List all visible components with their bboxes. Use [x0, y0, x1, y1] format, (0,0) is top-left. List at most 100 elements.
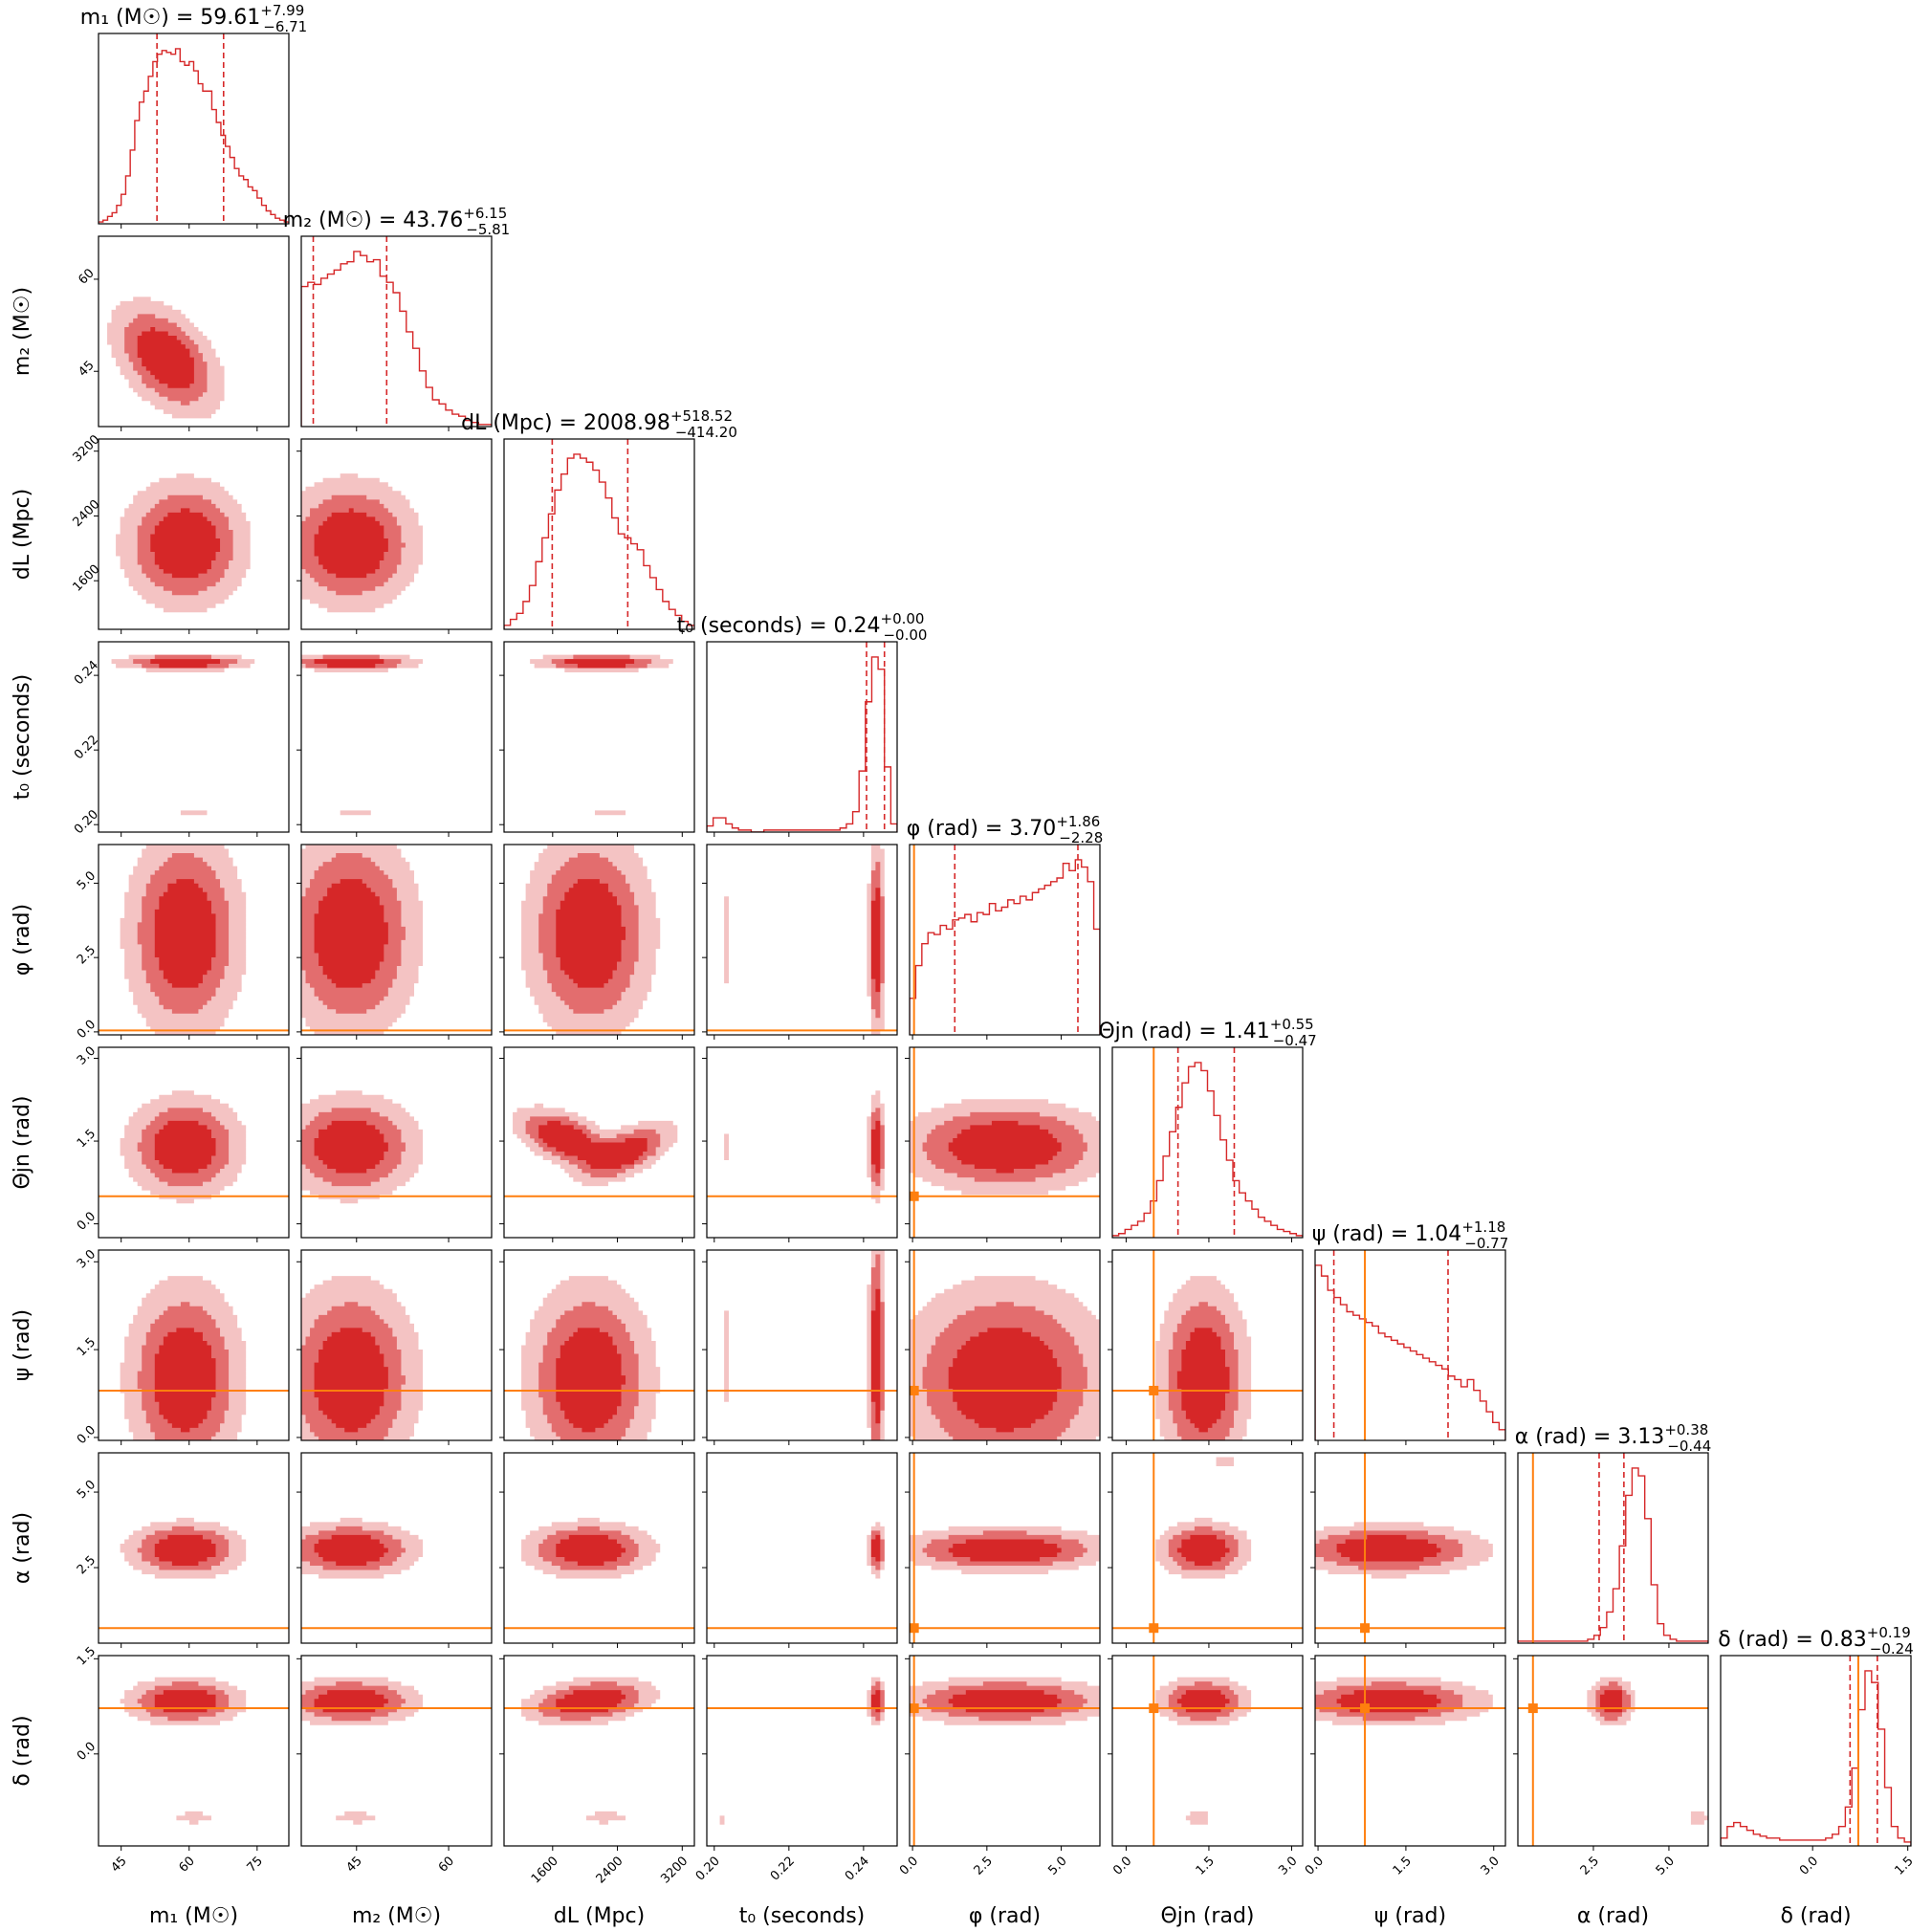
x-axis-label-0: m₁ (M☉) [149, 1904, 238, 1928]
truth-marker-8-5 [1149, 1703, 1159, 1714]
panel-frame-3-3 [706, 641, 898, 833]
y-axis-label-3: t₀ (seconds) [11, 674, 34, 801]
histogram-3 [707, 656, 897, 832]
pair-panel-4-1 [296, 844, 493, 1040]
pair-panel-2-1 [296, 438, 493, 634]
panel-frame-8-7 [1517, 1655, 1709, 1847]
x-tick-label-7-0: 2.5 [1578, 1854, 1602, 1877]
panel-frame-4-0 [98, 844, 290, 1036]
panel-frame-0-0 [98, 33, 290, 225]
panel-frame-6-3 [706, 1249, 898, 1441]
histogram-2 [504, 453, 694, 629]
density-level-0-5-3 [724, 1090, 885, 1204]
y-tick-label-1-1: 60 [76, 266, 97, 287]
panel-frame-8-0 [98, 1655, 290, 1847]
x-tick-label-4-2: 5.0 [1045, 1854, 1069, 1877]
pair-panel-8-4: 0.0 2.5 5.0 [897, 1655, 1101, 1878]
x-tick-label-0-1: 60 [177, 1854, 198, 1875]
truth-marker-8-4 [910, 1703, 919, 1714]
panel-frame-8-5 [1111, 1655, 1304, 1847]
panel-title-0: m₁ (M☉) = 59.61+7.99 −6.71 [80, 2, 307, 35]
histogram-8 [1721, 1670, 1911, 1846]
panel-frame-8-1 [300, 1655, 493, 1847]
panel-frame-8-8 [1720, 1655, 1912, 1847]
x-tick-label-3-0: 0.20 [693, 1854, 723, 1883]
x-tick-label-2-1: 2400 [594, 1854, 626, 1886]
pair-panel-7-3 [702, 1452, 898, 1648]
pair-panel-6-4 [905, 1249, 1101, 1445]
panel-frame-5-4 [909, 1046, 1101, 1239]
density-level-2-5-2 [538, 1120, 648, 1170]
x-axis-label-1: m₂ (M☉) [352, 1904, 441, 1928]
truth-marker-6-4 [910, 1385, 919, 1395]
density-level-2-8-1 [314, 1690, 388, 1713]
panel-frame-4-2 [503, 844, 695, 1036]
hist-panel-2: dL (Mpc) = 2008.98+518.52 −414.20 [461, 407, 737, 634]
histogram-4 [910, 859, 1100, 1035]
density-level-2-7-2 [556, 1534, 626, 1566]
histogram-0 [99, 48, 289, 224]
density-level-2-6-4 [948, 1328, 1062, 1433]
panel-frame-8-6 [1314, 1655, 1506, 1847]
truth-marker-5-4 [910, 1191, 919, 1201]
pair-panel-6-1 [296, 1249, 493, 1445]
pair-panel-4-0: 0.0 2.5 5.0 [75, 844, 290, 1042]
panel-frame-2-1 [300, 438, 493, 630]
y-tick-label-5-2: 3.0 [75, 1043, 99, 1067]
x-axis-label-7: α (rad) [1577, 1904, 1649, 1928]
panel-frame-7-5 [1111, 1452, 1304, 1644]
pair-panel-7-2 [499, 1452, 695, 1648]
y-tick-label-6-1: 1.5 [75, 1335, 99, 1359]
histogram-7 [1518, 1467, 1708, 1643]
pair-panel-8-2: 1600 2400 3200 [499, 1655, 695, 1886]
panel-frame-7-4 [909, 1452, 1101, 1644]
x-tick-label-4-1: 2.5 [972, 1854, 996, 1877]
x-tick-label-7-1: 5.0 [1654, 1854, 1678, 1877]
pair-panel-7-0: 2.5 5.0 [75, 1452, 290, 1648]
truth-marker-7-4 [910, 1623, 919, 1634]
pair-panel-6-3 [702, 1249, 898, 1445]
x-tick-label-6-2: 3.0 [1479, 1854, 1503, 1877]
pair-panel-4-3 [702, 844, 898, 1040]
pair-panel-5-4 [905, 1046, 1101, 1242]
panel-frame-5-1 [300, 1046, 493, 1239]
x-tick-label-0-0: 45 [108, 1854, 129, 1875]
panel-frame-8-3 [706, 1655, 898, 1847]
panel-frame-8-4 [909, 1655, 1101, 1847]
y-axis-label-2: dL (Mpc) [11, 489, 34, 580]
y-tick-label-4-0: 0.0 [75, 1018, 99, 1042]
truth-marker-6-5 [1149, 1385, 1159, 1395]
density-level-2-4-2 [556, 879, 626, 988]
density-level-2-2-1 [314, 508, 388, 579]
pair-panel-8-0: 45 60 75 0.0 1.5 [75, 1644, 290, 1876]
x-tick-label-6-1: 1.5 [1391, 1854, 1415, 1877]
y-tick-label-7-1: 5.0 [75, 1478, 99, 1502]
density-level-0-3-1 [301, 654, 424, 816]
y-tick-label-1-0: 45 [76, 359, 97, 380]
density-level-2-8-5 [1176, 1690, 1230, 1713]
x-axis-label-6: ψ (rad) [1374, 1904, 1446, 1928]
density-level-2-8-0 [154, 1690, 216, 1713]
density-level-2-4-1 [314, 879, 388, 988]
density-level-2-8-7 [1599, 1690, 1622, 1713]
panel-frame-7-3 [706, 1452, 898, 1644]
panel-frame-4-3 [706, 844, 898, 1036]
x-tick-label-1-1: 60 [436, 1854, 457, 1875]
density-level-0-4-3 [724, 845, 885, 1035]
y-axis-label-4: φ (rad) [11, 904, 34, 976]
y-tick-label-5-1: 1.5 [75, 1127, 99, 1151]
x-tick-label-5-2: 3.0 [1276, 1854, 1300, 1877]
x-tick-label-8-1: 1.5 [1892, 1854, 1916, 1877]
density-level-2-8-3 [870, 1690, 881, 1713]
density-level-2-6-0 [154, 1328, 216, 1433]
y-tick-label-3-1: 0.22 [72, 733, 101, 762]
pair-panel-8-6: 0.0 1.5 3.0 [1303, 1655, 1506, 1878]
y-tick-label-6-0: 0.0 [75, 1423, 99, 1447]
y-tick-label-8-0: 0.0 [75, 1740, 99, 1764]
y-axis-label-1: m₂ (M☉) [11, 287, 34, 376]
x-tick-label-5-1: 1.5 [1194, 1854, 1218, 1877]
x-axis-label-4: φ (rad) [969, 1904, 1041, 1928]
density-level-2-5-0 [154, 1120, 216, 1174]
